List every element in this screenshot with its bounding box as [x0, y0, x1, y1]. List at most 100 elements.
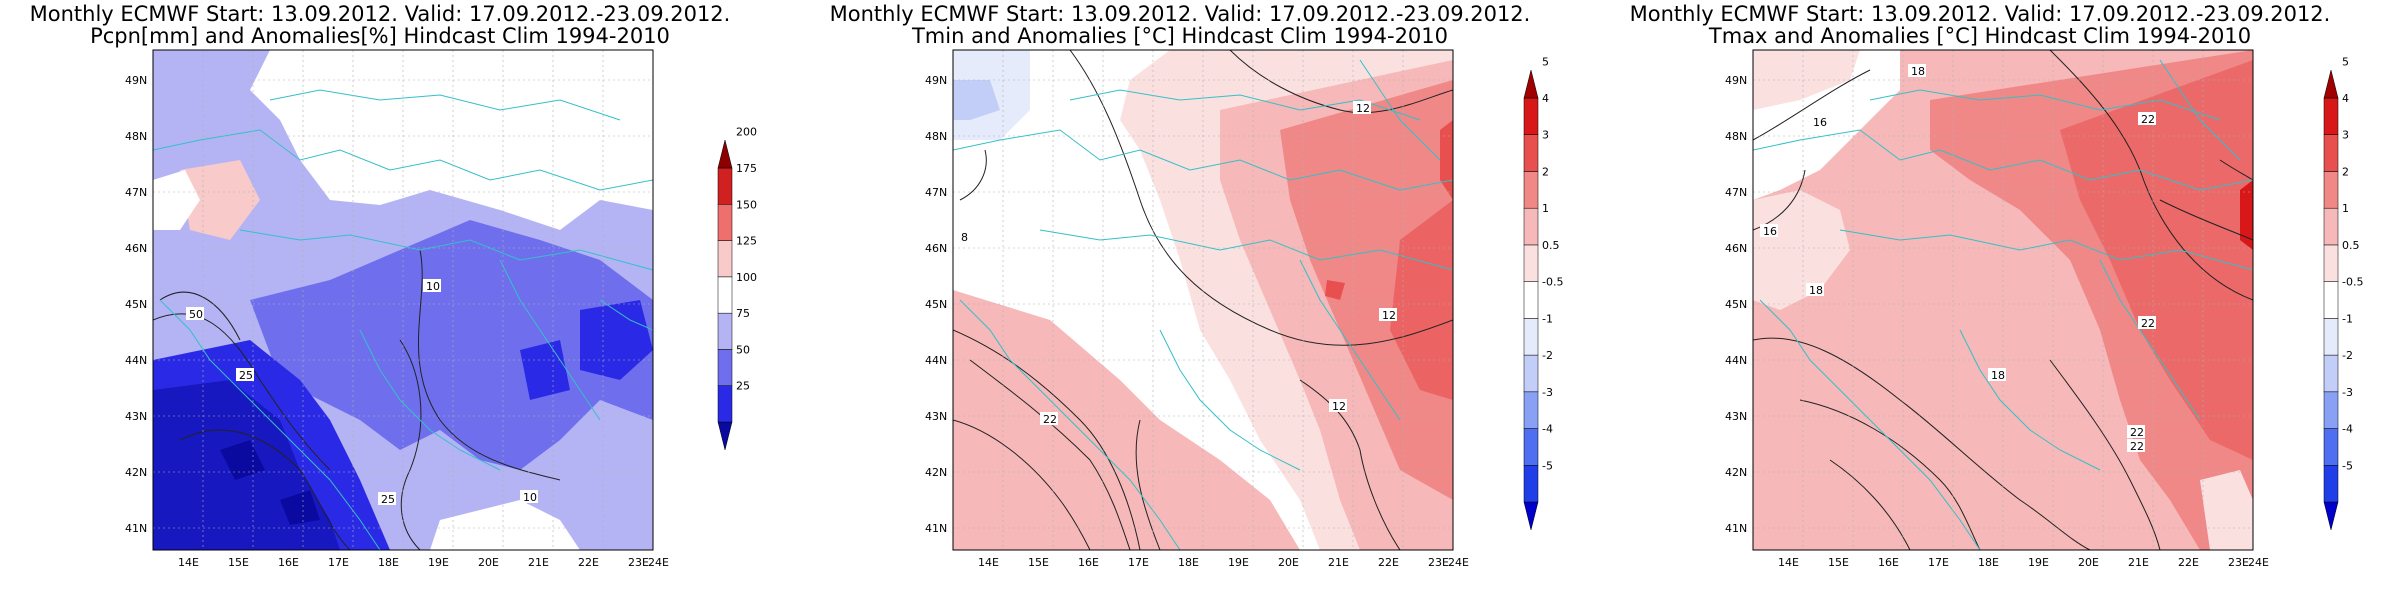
- lon-label: 24E: [2248, 556, 2269, 569]
- colorbar-label: 2: [2342, 165, 2349, 178]
- colorbar: -5 -4 -3 -2 -1 -0.5 0.5 1 2 3 4 5: [1523, 55, 1563, 531]
- lat-label: 49N: [1725, 74, 1747, 87]
- colorbar-swatch: [1523, 354, 1539, 393]
- colorbar-label: 3: [2342, 129, 2349, 142]
- colorbar-swatch: [717, 349, 733, 386]
- contour-label: 12: [1356, 102, 1370, 115]
- lon-label: 20E: [2078, 556, 2099, 569]
- lat-label: 45N: [1725, 298, 1747, 311]
- lat-label: 43N: [125, 410, 147, 423]
- contour-label: 18: [1911, 65, 1925, 78]
- colorbar-swatch: [1523, 207, 1539, 246]
- lon-label: 21E: [2128, 556, 2149, 569]
- lat-label: 48N: [925, 130, 947, 143]
- lat-label: 49N: [925, 74, 947, 87]
- colorbar-swatch: [1523, 318, 1539, 356]
- contour-label: 22: [1043, 413, 1057, 426]
- colorbar-label: 2: [1542, 165, 1549, 178]
- colorbar-swatch: [1523, 465, 1539, 503]
- colorbar-swatch: [2323, 501, 2339, 531]
- colorbar: 25 50 75 100 125 150 175 200: [717, 126, 757, 451]
- colorbar-swatch: [2323, 207, 2339, 246]
- colorbar-swatch: [1523, 391, 1539, 429]
- colorbar-label: -4: [2342, 423, 2353, 436]
- tmin-map: 12 8 12 12 22 49N 48N 47N 46N 45N 44N 43…: [925, 49, 1563, 569]
- lat-label: 44N: [925, 354, 947, 367]
- contour-label: 18: [1809, 284, 1823, 297]
- lat-label: 41N: [125, 522, 147, 535]
- colorbar-label: 0.5: [2342, 239, 2360, 252]
- colorbar-label: 1: [1542, 202, 1549, 215]
- lon-label: 18E: [1978, 556, 1999, 569]
- colorbar-swatch: [1523, 69, 1539, 99]
- colorbar-label: 50: [736, 343, 750, 356]
- precip-fields: [153, 50, 653, 550]
- contour-label: 16: [1763, 225, 1777, 238]
- colorbar-swatch: [2323, 171, 2339, 209]
- colorbar-label: -0.5: [2342, 276, 2363, 289]
- contour-label: 16: [1813, 116, 1827, 129]
- map-border: [1752, 49, 2254, 551]
- colorbar-swatch: [1523, 281, 1539, 319]
- colorbar-label: -2: [2342, 349, 2353, 362]
- contour-label: 10: [426, 280, 440, 293]
- colorbar-swatch: [2323, 391, 2339, 429]
- colorbar-swatch: [1523, 97, 1539, 135]
- lat-label: 47N: [925, 186, 947, 199]
- colorbar-label: 3: [1542, 129, 1549, 142]
- lat-label: 47N: [125, 186, 147, 199]
- colorbar-swatch: [717, 139, 733, 169]
- colorbar-label: -2: [1542, 349, 1553, 362]
- panel-title-line1: Monthly ECMWF Start: 13.09.2012. Valid: …: [1629, 2, 2331, 26]
- contour-label: 22: [2141, 317, 2155, 330]
- contour-label: 12: [1332, 400, 1346, 413]
- lon-label: 17E: [328, 556, 349, 569]
- colorbar-swatch: [1523, 501, 1539, 531]
- contour-label: 10: [523, 491, 537, 504]
- lon-label: 15E: [1828, 556, 1849, 569]
- latitude-labels: 49N 48N 47N 46N 45N 44N 43N 42N 41N: [1725, 74, 1747, 535]
- lat-label: 47N: [1725, 186, 1747, 199]
- lon-label: 23E: [628, 556, 649, 569]
- panel-precipitation: Monthly ECMWF Start: 13.09.2012. Valid: …: [0, 0, 800, 600]
- tmax-contour-labels: 18 16 16 18 22 22 18 22 22: [1760, 64, 2156, 453]
- lon-label: 14E: [178, 556, 199, 569]
- lat-label: 41N: [1725, 522, 1747, 535]
- lon-label: 19E: [1228, 556, 1249, 569]
- panel-tmax: Monthly ECMWF Start: 13.09.2012. Valid: …: [1600, 0, 2400, 600]
- colorbar-label: 5: [2342, 55, 2349, 68]
- colorbar-swatch: [717, 276, 733, 314]
- colorbar-label: 175: [736, 162, 757, 175]
- colorbar-label: 150: [736, 198, 757, 211]
- colorbar-swatch: [2323, 97, 2339, 135]
- contour-label: 25: [381, 493, 395, 506]
- colorbar-swatch: [1523, 171, 1539, 209]
- tmin-fields: [953, 50, 1453, 550]
- contour-label: 22: [2130, 440, 2144, 453]
- lat-label: 44N: [125, 354, 147, 367]
- lon-label: 16E: [278, 556, 299, 569]
- lat-label: 46N: [1725, 242, 1747, 255]
- lon-label: 23E: [2228, 556, 2249, 569]
- colorbar-swatch: [2323, 69, 2339, 99]
- panel-title-line2: Tmin and Anomalies [°C] Hindcast Clim 19…: [911, 24, 1449, 48]
- colorbar-label: -3: [1542, 386, 1553, 399]
- panel-title-line1: Monthly ECMWF Start: 13.09.2012. Valid: …: [29, 2, 731, 26]
- lon-label: 24E: [648, 556, 669, 569]
- colorbar-label: -3: [2342, 386, 2353, 399]
- lat-label: 42N: [925, 466, 947, 479]
- colorbar-label: -5: [1542, 459, 1553, 472]
- tmax-map: 18 16 16 18 22 22 18 22 22 49N: [1725, 49, 2363, 569]
- colorbar: -5 -4 -3 -2 -1 -0.5 0.5 1 2 3 4 5: [2323, 55, 2363, 531]
- panel-title-line2: Pcpn[mm] and Anomalies[%] Hindcast Clim …: [90, 24, 670, 48]
- contour-label: 12: [1382, 309, 1396, 322]
- lon-label: 14E: [1778, 556, 1799, 569]
- colorbar-swatch: [2323, 428, 2339, 466]
- lat-label: 48N: [1725, 130, 1747, 143]
- panel-title-line2: Tmax and Anomalies [°C] Hindcast Clim 19…: [1708, 24, 2252, 48]
- longitude-labels: 14E 15E 16E 17E 18E 19E 20E 21E 22E 23E …: [1778, 556, 2269, 569]
- longitude-labels: 14E 15E 16E 17E 18E 19E 20E 21E 22E 23E …: [978, 556, 1469, 569]
- lon-label: 22E: [578, 556, 599, 569]
- lon-label: 17E: [1128, 556, 1149, 569]
